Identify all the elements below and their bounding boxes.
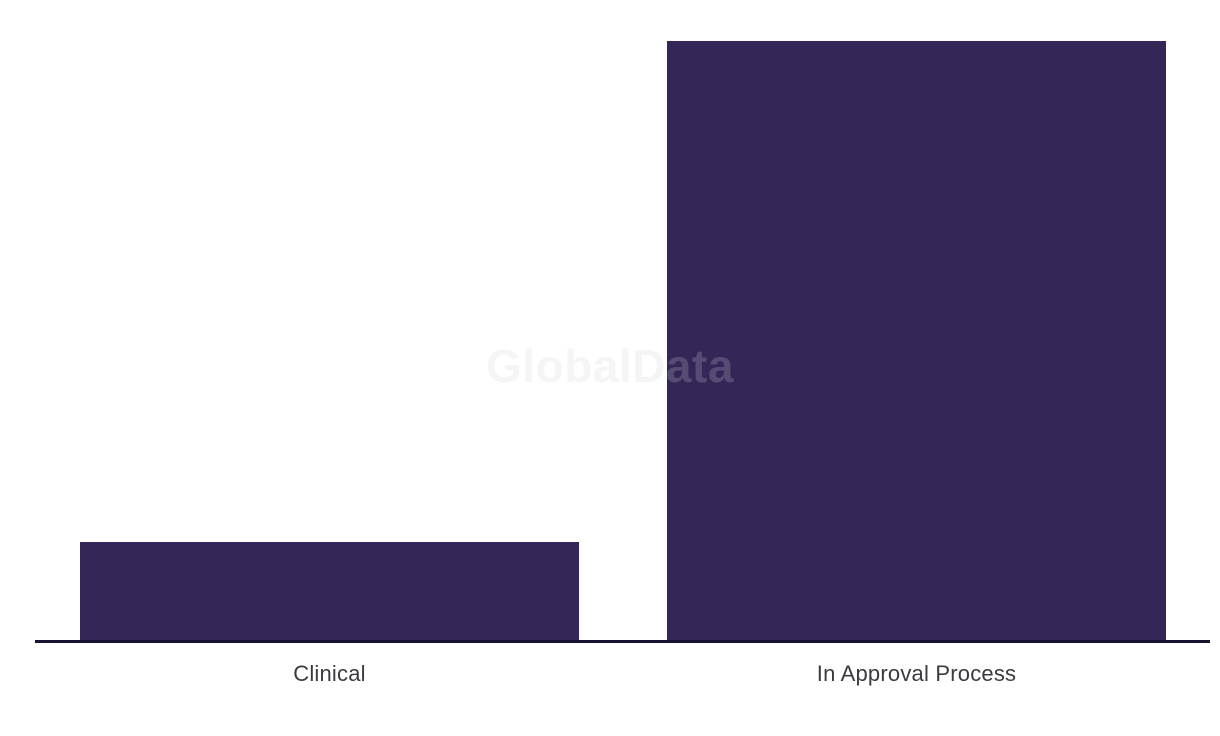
plot-area xyxy=(35,41,1210,640)
x-axis-label-clinical: Clinical xyxy=(293,661,366,686)
x-axis-label-in-approval-process: In Approval Process xyxy=(816,661,1017,686)
x-axis-line xyxy=(35,640,1210,643)
bar-clinical[interactable] xyxy=(80,541,579,640)
bar-in-approval-process[interactable] xyxy=(667,41,1166,640)
